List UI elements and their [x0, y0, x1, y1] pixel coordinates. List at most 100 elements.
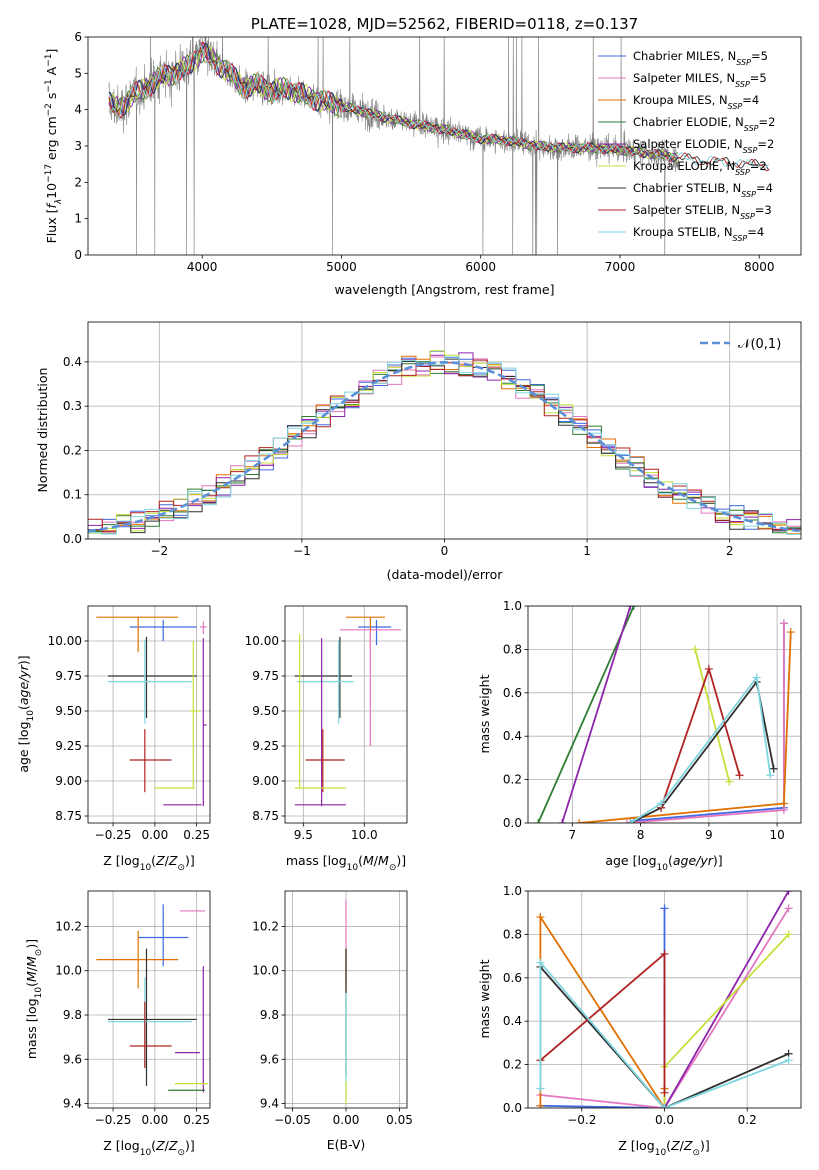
- mass-weight-marker: [784, 891, 793, 895]
- y-tick-label: 9.8: [63, 1008, 82, 1022]
- x-axis-label: mass [log10(M/M⊙)]: [286, 853, 406, 873]
- axes-frame: [284, 890, 408, 1109]
- x-tick-label: 6000: [465, 260, 496, 274]
- mass-weight-marker: [784, 1056, 793, 1065]
- mass-weight-marker: [786, 628, 795, 637]
- axes-frame: [284, 605, 408, 824]
- x-axis-label: E(B-V): [327, 1137, 366, 1152]
- x-tick-label: 0.00: [333, 1113, 360, 1127]
- mass-weight-line: [539, 966, 789, 1108]
- mass-weight-line: [629, 675, 772, 823]
- x-tick-label: −0.25: [95, 1113, 132, 1127]
- axes-clip7: −0.2 0.0 0.2 0.0 0.2 0.4 0.6 0.8 1.0: [503, 884, 802, 1127]
- mass-weight-marker: [575, 819, 584, 823]
- mass-weight-line: [561, 606, 632, 823]
- mass-weight-marker: [660, 1104, 669, 1108]
- axes-frame: [87, 36, 802, 256]
- y-tick-label: 9.6: [63, 1052, 82, 1066]
- chart-title: PLATE=1028, MJD=52562, FIBERID=0118, z=0…: [251, 15, 638, 33]
- axes-clip3: 9.5 10.0 8.75 9.00 9.25 9.50 9.75 10.00: [245, 605, 408, 842]
- legend-label: Chabrier ELODIE, NSSP=2: [633, 115, 775, 133]
- model-line: [108, 41, 770, 172]
- plot-area: [108, 37, 770, 255]
- y-tick-label: 9.00: [252, 774, 279, 788]
- plot-area: [88, 322, 801, 539]
- axes-clip1: −2 −1 0 1 2 0.0 0.1 0.2 0.3 0.4: [63, 321, 802, 558]
- mass-weight-marker: [558, 819, 567, 823]
- mass-weight-marker: [691, 645, 700, 654]
- y-tick-label: 5: [74, 66, 82, 80]
- y-tick-label: 9.00: [55, 774, 82, 788]
- x-tick-label: 10: [769, 828, 784, 842]
- mass-weight-marker: [769, 764, 778, 773]
- y-tick-label: 8.75: [55, 809, 82, 823]
- x-tick-label: −0.2: [567, 1113, 596, 1127]
- y-tick-label: 10.2: [252, 919, 279, 933]
- mass-weight-marker: [660, 904, 669, 913]
- y-axis-label: mass weight: [477, 674, 492, 753]
- mass-weight-marker: [725, 777, 734, 786]
- mass-weight-marker: [704, 664, 713, 673]
- legend-label: Salpeter ELODIE, NSSP=2: [633, 137, 774, 155]
- y-tick-label: 9.25: [55, 739, 82, 753]
- y-tick-label: 10.2: [55, 919, 82, 933]
- axes-clip5: −0.05 0.00 0.05 9.4 9.6 9.8 10.0 10.2: [252, 890, 413, 1127]
- mass-weight-marker: [536, 1084, 545, 1093]
- mass-weight-line: [630, 679, 775, 823]
- x-axis-label: Z [log10(Z/Z⊙)]: [103, 853, 195, 873]
- y-tick-label: 9.6: [260, 1052, 279, 1066]
- axes-frame: [87, 605, 211, 824]
- y-axis-label: Flux [fλ10−17 erg cm−2 s−1 A−1]: [44, 49, 64, 244]
- y-tick-label: 0.0: [503, 1101, 522, 1115]
- legend-label: Kroupa STELIB, NSSP=4: [633, 225, 764, 243]
- y-tick-label: 0.8: [503, 927, 522, 941]
- legend-label: Kroupa ELODIE, NSSP=2: [633, 159, 767, 177]
- x-tick-label: −0.05: [274, 1113, 311, 1127]
- x-tick-label: 7000: [605, 260, 636, 274]
- y-tick-label: 1: [74, 212, 82, 226]
- axes-frame: [527, 890, 802, 1109]
- x-tick-label: 0.00: [141, 828, 168, 842]
- mass-weight-marker: [626, 819, 635, 823]
- y-tick-label: 0.8: [503, 642, 522, 656]
- axes-frame: [527, 605, 802, 824]
- legend-label: 𝒩(0,1): [738, 337, 781, 352]
- model-line: [108, 42, 770, 171]
- x-tick-label: 0.00: [141, 1113, 168, 1127]
- y-tick-label: 0.4: [503, 729, 522, 743]
- plot-area: [528, 606, 801, 823]
- y-tick-label: 10.00: [245, 634, 279, 648]
- mass-weight-marker: [735, 771, 744, 780]
- x-axis-label: Z [log10(Z/Z⊙)]: [103, 1138, 195, 1158]
- y-tick-label: 0.1: [63, 488, 82, 502]
- y-axis-label: Normed distribution: [35, 368, 50, 493]
- x-tick-label: 0.2: [738, 1113, 757, 1127]
- y-tick-label: 0.6: [503, 686, 522, 700]
- y-tick-label: 3: [74, 139, 82, 153]
- mass-weight-marker: [536, 1101, 545, 1108]
- plot-area: [88, 891, 210, 1108]
- y-axis-label: age [log10(age/yr)]: [16, 655, 36, 772]
- y-tick-label: 10.0: [252, 964, 279, 978]
- histogram-series: [88, 359, 801, 533]
- y-tick-label: 0.4: [503, 1014, 522, 1028]
- x-tick-label: 9.5: [294, 828, 313, 842]
- mass-weight-line: [579, 631, 792, 823]
- mass-weight-line: [694, 649, 731, 783]
- y-tick-label: 0.3: [63, 399, 82, 413]
- x-tick-label: 10.0: [351, 828, 378, 842]
- y-tick-label: 0.0: [63, 532, 82, 546]
- plot-area: [528, 891, 801, 1108]
- y-tick-label: 0: [74, 248, 82, 262]
- y-tick-label: 0.4: [63, 355, 82, 369]
- y-tick-label: 2: [74, 175, 82, 189]
- x-tick-label: 2: [726, 544, 734, 558]
- x-axis-label: wavelength [Angstrom, rest frame]: [334, 282, 554, 297]
- x-tick-label: 5000: [326, 260, 357, 274]
- x-tick-label: 8000: [744, 260, 775, 274]
- mass-weight-marker: [626, 606, 635, 610]
- x-tick-label: −0.25: [95, 828, 132, 842]
- mass-weight-marker: [534, 819, 543, 823]
- y-tick-label: 9.75: [252, 669, 279, 683]
- y-axis-label: mass [log10(M/M⊙)]: [24, 939, 44, 1059]
